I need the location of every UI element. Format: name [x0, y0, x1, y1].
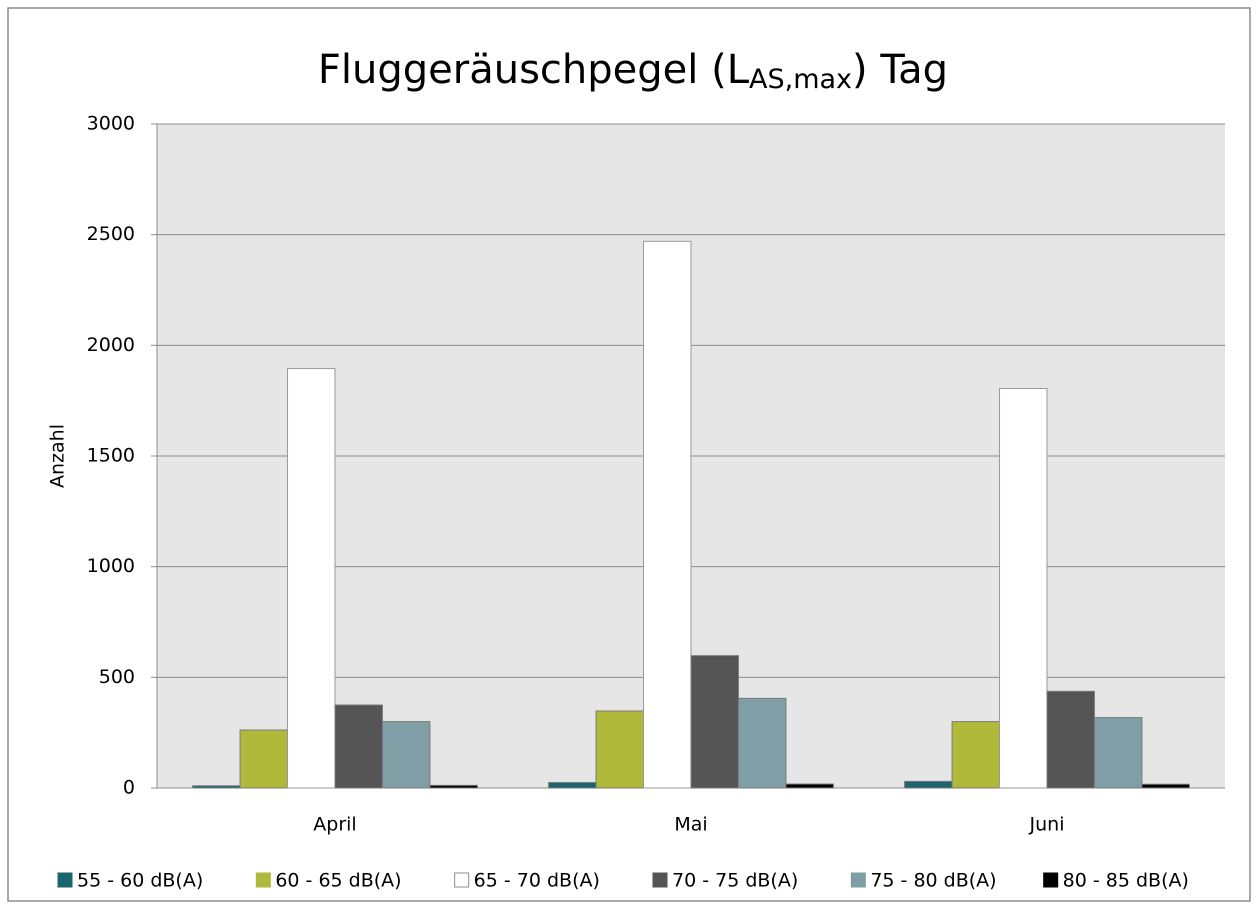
bar: [287, 368, 336, 789]
title-suffix: ) Tag: [852, 47, 948, 93]
legend-swatch: [652, 872, 668, 888]
legend-swatch: [1043, 872, 1059, 888]
x-tick-label: Juni: [1029, 814, 1065, 836]
bar: [1046, 690, 1095, 789]
bar: [737, 697, 787, 789]
bar: [785, 783, 834, 789]
legend-swatch: [454, 872, 470, 888]
legend-swatch: [255, 872, 271, 888]
y-tick-label: 2500: [87, 223, 135, 245]
bar: [643, 240, 692, 789]
y-tick-label: 3000: [87, 113, 135, 135]
legend-label: 55 - 60 dB(A): [77, 870, 203, 892]
bar: [1141, 783, 1190, 789]
x-tick-label: Mai: [674, 814, 707, 836]
y-tick-label: 2000: [87, 334, 135, 356]
y-tick-label: 500: [99, 666, 135, 688]
bar: [595, 710, 645, 789]
y-axis-label: Anzahl: [47, 424, 69, 488]
title-main: Fluggeräuschpegel (L: [318, 47, 750, 93]
title-subscript: AS,max: [749, 64, 852, 95]
y-tick-label: 1000: [87, 555, 135, 577]
bar: [381, 721, 431, 789]
bar: [429, 784, 478, 789]
y-tick-label: 0: [123, 777, 135, 799]
bar: [690, 655, 739, 789]
bar: [951, 721, 1001, 789]
bar: [192, 785, 241, 789]
bar: [548, 781, 597, 789]
legend-label: 65 - 70 dB(A): [474, 870, 600, 892]
legend-label: 70 - 75 dB(A): [672, 870, 798, 892]
x-tick-label: April: [313, 814, 356, 836]
bar: [334, 704, 383, 789]
y-tick-label: 1500: [87, 445, 135, 467]
legend-swatch: [57, 872, 73, 888]
bar: [999, 387, 1048, 789]
legend-swatch: [850, 872, 866, 888]
legend-label: 80 - 85 dB(A): [1063, 870, 1189, 892]
legend-label: 75 - 80 dB(A): [870, 870, 996, 892]
bar: [1093, 717, 1143, 789]
bar: [904, 780, 953, 789]
chart-title: Fluggeräuschpegel (LAS,max) Tag: [318, 47, 948, 95]
bar: [239, 729, 289, 789]
legend-label: 60 - 65 dB(A): [275, 870, 401, 892]
